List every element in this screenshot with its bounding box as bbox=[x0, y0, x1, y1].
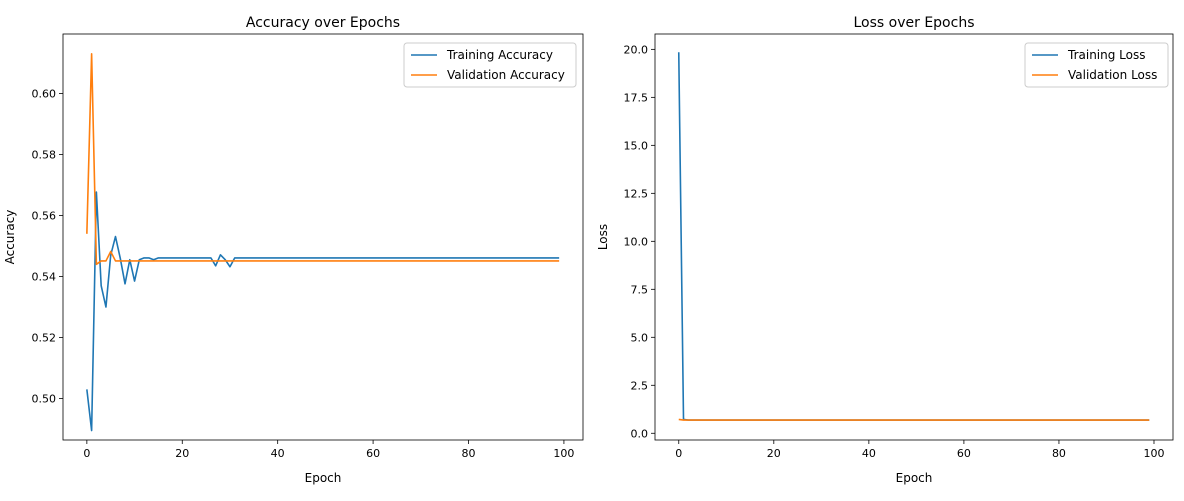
plot-frame bbox=[62, 33, 584, 441]
x-tick-label: 100 bbox=[553, 447, 574, 460]
plot-frame bbox=[654, 33, 1174, 441]
y-tick-label: 0.58 bbox=[32, 148, 57, 161]
x-tick-label: 0 bbox=[675, 447, 682, 460]
y-tick-label: 2.5 bbox=[631, 379, 649, 392]
y-axis-label: Loss bbox=[596, 224, 610, 250]
legend-label-2: Validation Loss bbox=[1068, 68, 1157, 82]
series-line-1 bbox=[86, 191, 560, 432]
y-tick-label: 0.0 bbox=[631, 427, 649, 440]
x-tick-label: 40 bbox=[862, 447, 876, 460]
series-line-2 bbox=[678, 418, 1150, 421]
y-axis-label: Accuracy bbox=[3, 210, 17, 265]
x-tick-label: 20 bbox=[767, 447, 781, 460]
legend-label-1: Training Accuracy bbox=[446, 48, 553, 62]
y-tick-label: 10.0 bbox=[624, 235, 649, 248]
y-tick-label: 12.5 bbox=[624, 187, 649, 200]
legend-label-1: Training Loss bbox=[1067, 48, 1145, 62]
series-line-2 bbox=[86, 53, 560, 266]
y-tick-label: 0.60 bbox=[32, 87, 57, 100]
legend: Training Loss Validation Loss bbox=[1024, 42, 1169, 88]
y-tick-label: 7.5 bbox=[631, 283, 649, 296]
x-tick-label: 60 bbox=[957, 447, 971, 460]
x-tick-label: 20 bbox=[175, 447, 189, 460]
y-tick-label: 0.52 bbox=[32, 332, 57, 345]
series-line-1 bbox=[677, 52, 1150, 421]
y-tick-label: 0.56 bbox=[32, 209, 57, 222]
y-tick-label: 20.0 bbox=[624, 43, 649, 56]
legend-box bbox=[403, 42, 577, 88]
x-tick-label: 80 bbox=[462, 447, 476, 460]
y-tick-label: 17.5 bbox=[624, 91, 649, 104]
x-tick-label: 60 bbox=[366, 447, 380, 460]
chart-panel-2: Loss over Epochs 0 20 40 60 80 100 0.0 2.5 5.0 7.5… bbox=[596, 15, 1174, 485]
chart-title: Accuracy over Epochs bbox=[246, 15, 400, 31]
y-tick-label: 15.0 bbox=[624, 139, 649, 152]
x-tick-label: 80 bbox=[1052, 447, 1066, 460]
x-tick-label: 100 bbox=[1143, 447, 1164, 460]
legend-box bbox=[1024, 42, 1169, 88]
y-tick-label: 0.54 bbox=[32, 271, 57, 284]
x-axis-label: Epoch bbox=[896, 471, 933, 485]
x-tick-label: 40 bbox=[271, 447, 285, 460]
legend-label-2: Validation Accuracy bbox=[447, 68, 565, 82]
y-tick-label: 0.50 bbox=[32, 393, 57, 406]
x-axis-label: Epoch bbox=[305, 471, 342, 485]
chart-title: Loss over Epochs bbox=[854, 15, 975, 31]
legend: Training Accuracy Validation Accuracy bbox=[403, 42, 577, 88]
chart-panel-1: Accuracy over Epochs 0 20 40 60 80 100 0.50 0.52… bbox=[3, 15, 584, 485]
y-tick-label: 5.0 bbox=[631, 331, 649, 344]
x-tick-label: 0 bbox=[83, 447, 90, 460]
